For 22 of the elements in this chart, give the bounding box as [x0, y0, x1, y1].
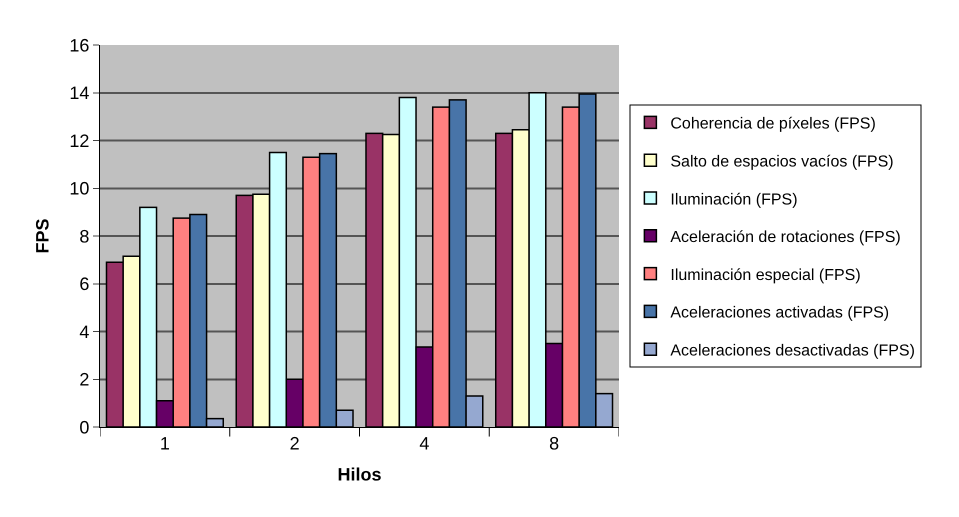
x-tick-label: 2	[290, 434, 300, 454]
legend-label: Salto de espacios vacíos (FPS)	[670, 153, 894, 170]
y-tick-label: 6	[79, 274, 90, 294]
y-tick-label: 16	[69, 35, 90, 56]
x-tick-label: 4	[419, 434, 430, 454]
x-tick-label: 8	[549, 434, 560, 454]
legend-label: Aceleraciones activadas (FPS)	[670, 304, 890, 322]
y-tick-label: 4	[79, 322, 90, 342]
legend-label: Coherencia de píxeles (FPS)	[670, 116, 876, 133]
legend-label: Aceleraciones desactivadas (FPS)	[670, 342, 915, 360]
legend-label: Iluminación especial (FPS)	[670, 266, 861, 284]
y-tick-label: 14	[69, 83, 90, 104]
legend-label: Aceleración de rotaciones (FPS)	[670, 229, 901, 246]
y-axis-title: FPS	[32, 218, 53, 254]
legend-label: Iluminación (FPS)	[670, 191, 798, 208]
x-axis-title: Hilos	[337, 464, 382, 485]
y-tick-label: 10	[69, 178, 90, 199]
y-tick-label: 0	[79, 417, 90, 438]
y-tick-label: 12	[69, 130, 90, 151]
y-tick-label: 8	[79, 226, 90, 246]
x-tick-label: 1	[160, 434, 170, 454]
y-tick-label: 2	[79, 370, 90, 390]
